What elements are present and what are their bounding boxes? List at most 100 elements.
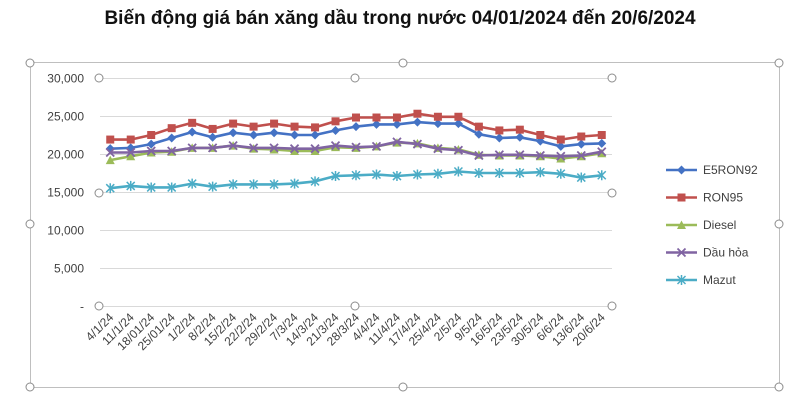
legend-item-mazut: Mazut	[666, 273, 736, 287]
data-point-mazut	[453, 166, 463, 177]
data-point-dau-hoa	[576, 150, 586, 161]
data-point-dau-hoa	[187, 143, 197, 153]
legend-item-ron95: RON95	[666, 191, 743, 205]
series-layer	[105, 109, 607, 194]
data-point-e5ron92	[433, 119, 443, 129]
data-point-e5ron92	[249, 130, 259, 140]
data-point-ron95	[474, 122, 483, 131]
data-point-mazut	[269, 179, 279, 190]
data-point-dau-hoa	[208, 143, 218, 153]
data-point-ron95	[290, 122, 299, 131]
selection-handle	[25, 219, 35, 229]
data-point-e5ron92	[208, 132, 218, 142]
selection-handle	[398, 58, 408, 68]
selection-handle	[25, 58, 35, 68]
selection-handle	[94, 301, 104, 311]
data-point-mazut	[187, 178, 197, 189]
data-point-mazut	[351, 170, 361, 181]
y-axis: - 5,000 10,000 15,000 20,000 25,000 30,000	[47, 72, 84, 314]
data-point-diesel	[290, 146, 300, 155]
y-tick-label: 10,000	[47, 224, 84, 238]
selection-handle	[607, 301, 617, 311]
y-tick-label: -	[80, 300, 84, 314]
data-point-dau-hoa	[392, 137, 402, 147]
data-point-mazut	[105, 183, 115, 194]
data-point-e5ron92	[412, 117, 422, 127]
legend-marker-ron95	[677, 193, 686, 202]
data-point-e5ron92	[187, 127, 197, 137]
data-point-dau-hoa	[556, 151, 566, 161]
series-diesel	[105, 138, 607, 165]
y-tick-label: 5,000	[54, 262, 84, 276]
data-point-e5ron92	[331, 125, 341, 135]
selection-handle	[350, 73, 360, 83]
data-point-mazut	[576, 172, 586, 183]
data-point-dau-hoa	[494, 150, 504, 160]
selection-handle	[607, 73, 617, 83]
data-point-ron95	[331, 117, 340, 126]
data-point-e5ron92	[453, 119, 463, 129]
data-point-e5ron92	[167, 133, 177, 143]
legend-label-e5ron92: E5RON92	[703, 163, 758, 177]
data-point-mazut	[228, 179, 238, 190]
selection-handle	[94, 73, 104, 83]
data-point-diesel	[556, 154, 566, 163]
data-point-mazut	[208, 181, 218, 192]
data-point-mazut	[330, 171, 341, 182]
data-point-dau-hoa	[474, 150, 484, 161]
selection-handle	[398, 382, 408, 392]
selection-handle	[774, 58, 784, 68]
legend-item-dau-hoa: Dầu hỏa	[666, 246, 749, 260]
data-point-mazut	[371, 169, 382, 180]
data-point-ron95	[188, 118, 197, 127]
y-tick-label: 15,000	[47, 186, 84, 200]
data-point-mazut	[167, 182, 177, 193]
y-tick-label: 25,000	[47, 110, 84, 124]
data-point-ron95	[270, 119, 279, 128]
data-point-ron95	[352, 113, 360, 122]
data-point-e5ron92	[392, 119, 402, 129]
data-point-ron95	[454, 112, 463, 121]
data-point-ron95	[413, 109, 422, 118]
data-point-mazut	[290, 178, 300, 189]
selection-handle	[607, 188, 617, 198]
data-point-mazut	[126, 180, 136, 191]
data-point-dau-hoa	[310, 144, 320, 154]
data-point-e5ron92	[310, 130, 320, 140]
data-point-e5ron92	[228, 128, 238, 138]
data-point-dau-hoa	[433, 144, 443, 154]
data-point-ron95	[249, 122, 258, 131]
data-point-ron95	[433, 112, 442, 121]
legend-marker-dau-hoa	[676, 247, 687, 258]
data-point-ron95	[495, 126, 504, 135]
y-tick-label: 20,000	[47, 148, 84, 162]
legend-marker-e5ron92	[677, 165, 686, 175]
data-point-mazut	[556, 168, 566, 179]
data-point-e5ron92	[351, 122, 361, 132]
data-point-e5ron92	[371, 119, 381, 129]
data-point-mazut	[249, 179, 259, 190]
data-point-mazut	[433, 168, 443, 179]
data-point-ron95	[392, 113, 401, 122]
data-point-dau-hoa	[371, 141, 382, 152]
data-point-ron95	[515, 125, 524, 134]
data-point-mazut	[310, 176, 320, 187]
selection-handle	[94, 188, 104, 198]
legend-label-mazut: Mazut	[703, 273, 736, 287]
legend-item-diesel: Diesel	[666, 218, 736, 232]
data-point-ron95	[147, 131, 156, 139]
series-ron95	[106, 109, 606, 144]
data-point-mazut	[412, 169, 422, 180]
data-point-mazut	[392, 171, 402, 182]
x-axis: 4/1/2411/1/2418/01/2425/01/241/2/248/2/2…	[83, 310, 608, 353]
selection-handle	[774, 219, 784, 229]
data-point-e5ron92	[515, 132, 525, 142]
data-point-dau-hoa	[515, 150, 525, 160]
data-point-ron95	[311, 123, 320, 132]
data-point-dau-hoa	[146, 146, 156, 156]
legend-label-ron95: RON95	[703, 191, 743, 205]
y-tick-label: 30,000	[47, 72, 84, 86]
data-point-ron95	[167, 124, 176, 133]
data-point-mazut	[515, 168, 525, 178]
